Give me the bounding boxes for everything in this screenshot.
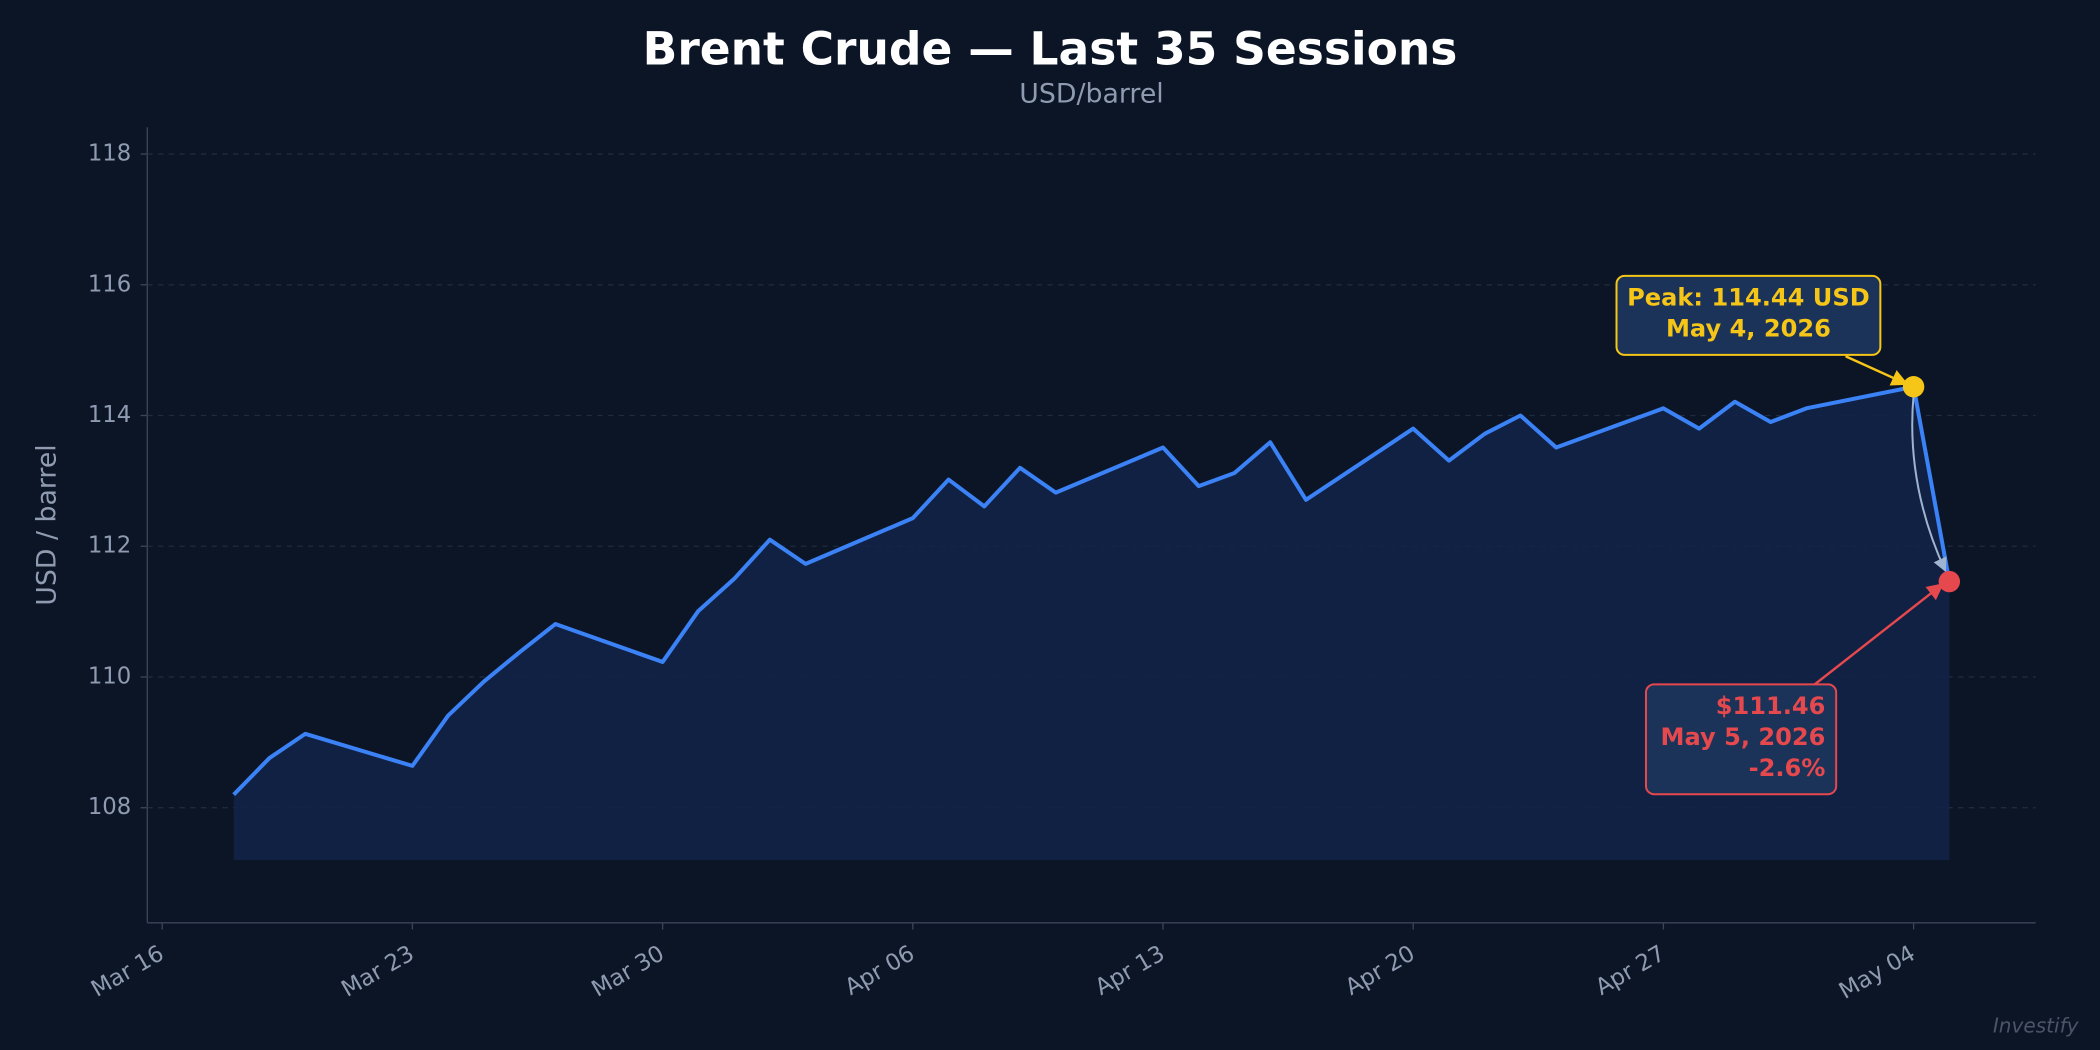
annotation-box (1615, 274, 1882, 356)
annotation-arrow (1813, 583, 1944, 686)
y-tick-label: 112 (88, 533, 131, 559)
chart-subtitle: USD/barrel (1019, 79, 1163, 110)
annotation-text: -2.6% (1749, 754, 1826, 782)
connector (1911, 394, 1947, 573)
annotation-arrow (1845, 355, 1909, 386)
y-tick-label: 108 (88, 794, 131, 820)
y-axis-label: USD / barrel (32, 444, 63, 605)
y-tick-label: 116 (88, 271, 131, 297)
annotation-text: May 4, 2026 (1666, 314, 1831, 342)
point-marker (1938, 570, 1961, 593)
point-marker (1902, 376, 1925, 398)
annotation-text: Peak: 114.44 USD (1627, 284, 1870, 312)
area (233, 386, 1950, 861)
y-tick-label: 114 (88, 402, 131, 428)
y-tick-label: 118 (88, 141, 131, 167)
chart-title: Brent Crude — Last 35 Sessions (643, 23, 1458, 76)
annotation-text: May 5, 2026 (1660, 723, 1825, 751)
line (232, 384, 1952, 797)
annotation-box (1644, 683, 1838, 796)
watermark: Investify (1993, 1014, 2080, 1038)
annotation-text: $111.46 (1716, 692, 1826, 720)
y-tick-label: 110 (88, 663, 131, 689)
